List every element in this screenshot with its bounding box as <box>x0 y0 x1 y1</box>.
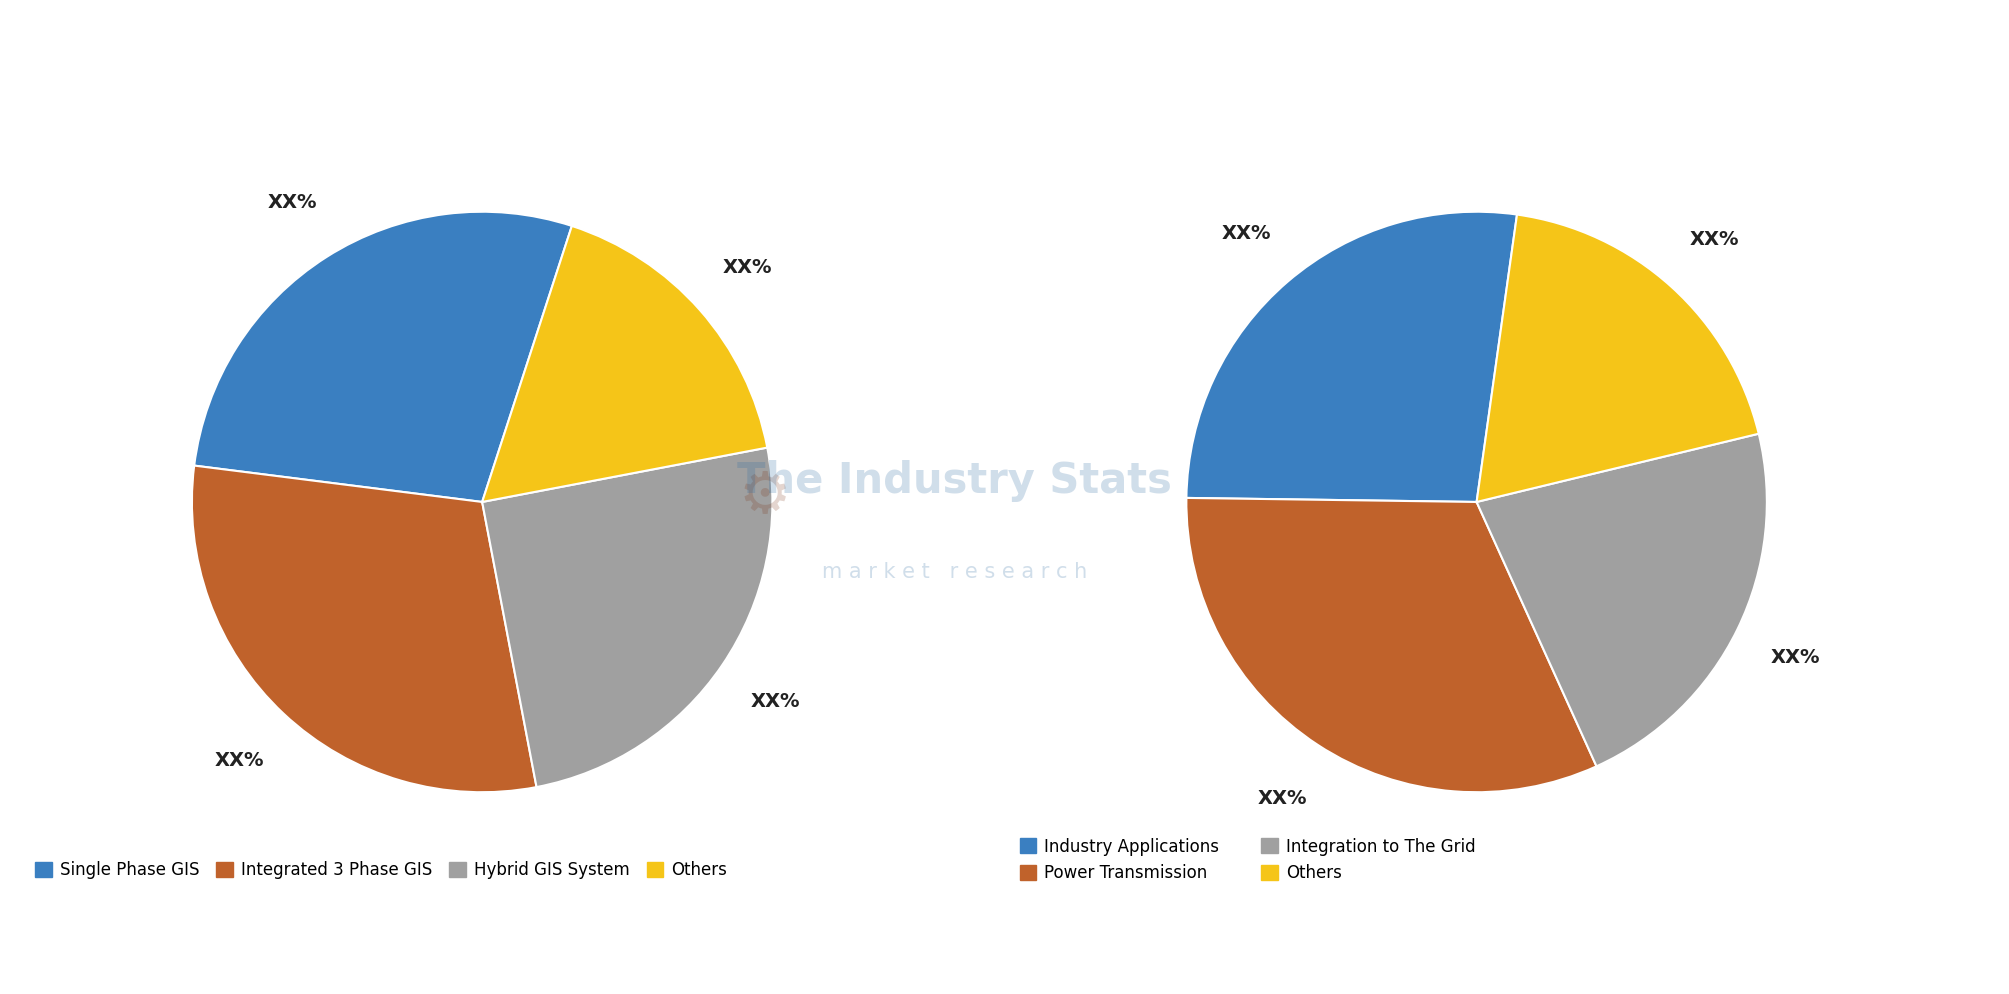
Text: XX%: XX% <box>1770 648 1820 667</box>
Text: XX%: XX% <box>749 692 800 711</box>
Legend: Single Phase GIS, Integrated 3 Phase GIS, Hybrid GIS System, Others: Single Phase GIS, Integrated 3 Phase GIS… <box>28 854 733 886</box>
Wedge shape <box>1187 498 1597 792</box>
Text: ⚙: ⚙ <box>739 468 792 525</box>
Wedge shape <box>482 226 767 502</box>
Legend: Industry Applications, Power Transmission, Integration to The Grid, Others: Industry Applications, Power Transmissio… <box>1013 831 1483 889</box>
Text: Email: sales@theindustrystats.com: Email: sales@theindustrystats.com <box>854 949 1155 964</box>
Text: XX%: XX% <box>1221 224 1272 243</box>
Wedge shape <box>1477 215 1758 502</box>
Text: Website: www.theindustrystats.com: Website: www.theindustrystats.com <box>1678 949 1989 964</box>
Text: XX%: XX% <box>723 258 773 277</box>
Text: Source: Theindustrystats Analysis: Source: Theindustrystats Analysis <box>20 949 313 964</box>
Text: The Industry Stats: The Industry Stats <box>737 460 1171 503</box>
Wedge shape <box>482 447 771 787</box>
Text: XX%: XX% <box>1690 231 1740 249</box>
Text: m a r k e t   r e s e a r c h: m a r k e t r e s e a r c h <box>822 563 1087 582</box>
Wedge shape <box>1477 433 1766 766</box>
Wedge shape <box>195 212 573 502</box>
Text: XX%: XX% <box>215 750 265 769</box>
Wedge shape <box>1187 212 1517 502</box>
Text: Fig. Global Medium-voltage Gas-insulated Switchgear Market Share by Product Type: Fig. Global Medium-voltage Gas-insulated… <box>24 32 1264 87</box>
Text: XX%: XX% <box>267 194 317 213</box>
Text: XX%: XX% <box>1258 789 1308 808</box>
Wedge shape <box>193 465 536 792</box>
